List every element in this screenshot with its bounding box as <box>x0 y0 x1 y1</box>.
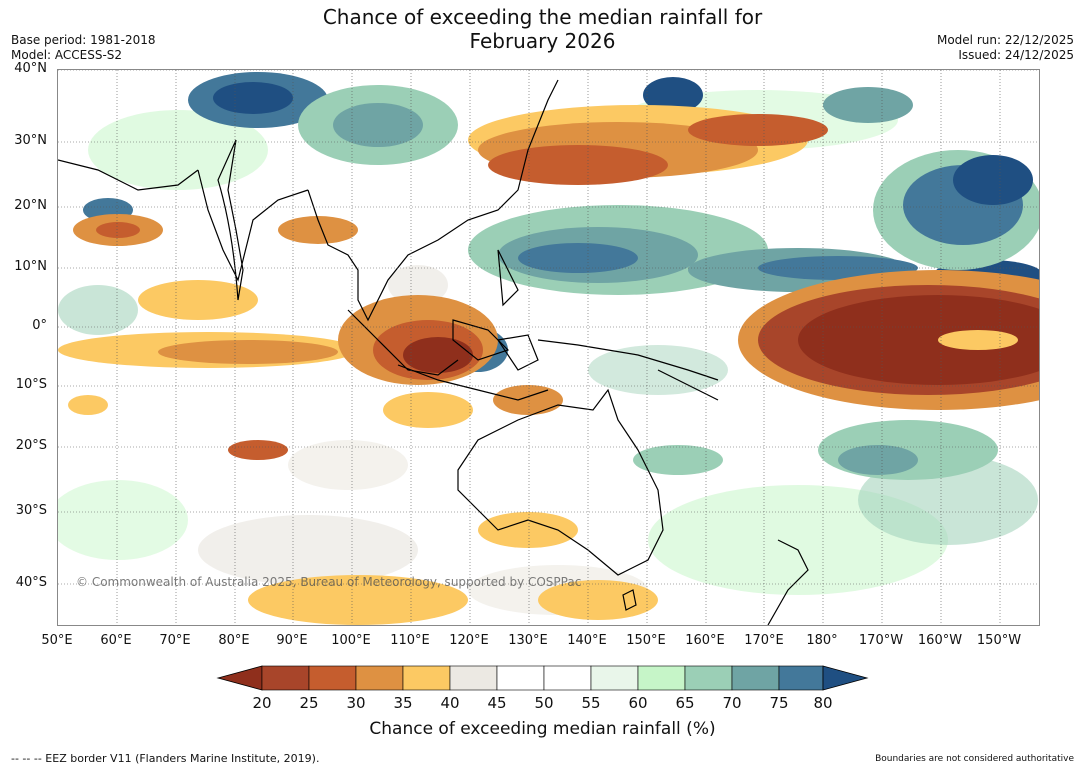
colorbar-tick-55: 55 <box>581 694 601 712</box>
base-period-text: Base period: 1981-2018 <box>11 33 156 47</box>
copyright-text: © Commonwealth of Australia 2025, Bureau… <box>76 575 582 589</box>
colorbar-tick-50: 50 <box>534 694 554 712</box>
colorbar-bin-45-50 <box>496 665 545 691</box>
meta-right: Model run: 22/12/2025 Issued: 24/12/2025 <box>937 33 1074 63</box>
lat-label-10n: 10°N <box>14 259 47 274</box>
colorbar-tick-45: 45 <box>487 694 507 712</box>
colorbar <box>216 665 869 691</box>
coastlines <box>58 79 809 625</box>
colorbar-bin-35-40 <box>402 665 451 691</box>
lon-label-180: 180° <box>806 633 838 648</box>
wet-regions <box>83 72 1039 480</box>
colorbar-bin-20-25 <box>261 665 310 691</box>
map-canvas <box>58 70 1039 625</box>
colorbar-min-arrow <box>216 665 263 691</box>
map-title: Chance of exceeding the median rainfall … <box>0 5 1085 53</box>
lat-label-30n: 30°N <box>14 133 47 148</box>
colorbar-tick-75: 75 <box>769 694 789 712</box>
model-text: Model: ACCESS-S2 <box>11 48 123 62</box>
disclaimer-text: Boundaries are not considered authoritat… <box>875 754 1074 764</box>
lon-label-80e: 80°E <box>218 633 250 648</box>
lat-label-equator: 0° <box>32 318 47 333</box>
meta-left: Base period: 1981-2018 Model: ACCESS-S2 <box>11 33 156 63</box>
colorbar-bin-30-35 <box>355 665 404 691</box>
lon-label-110e: 110°E <box>390 633 430 648</box>
colorbar-tick-70: 70 <box>722 694 742 712</box>
colorbar-bin-70-75 <box>731 665 780 691</box>
colorbar-bin-40-45 <box>449 665 498 691</box>
eez-legend-text: -- -- -- EEZ border V11 (Flanders Marine… <box>11 752 320 765</box>
colorbar-tick-80: 80 <box>813 694 833 712</box>
lon-label-160e: 160°E <box>685 633 725 648</box>
graticule <box>58 70 1039 625</box>
colorbar-tick-20: 20 <box>252 694 272 712</box>
dry-regions <box>58 105 1039 625</box>
colorbar-bin-60-65 <box>637 665 686 691</box>
title-line-2: February 2026 <box>469 29 616 53</box>
rainfall-map <box>57 69 1040 626</box>
colorbar-bin-25-30 <box>308 665 357 691</box>
lon-label-170e: 170°E <box>744 633 784 648</box>
colorbar-tick-40: 40 <box>440 694 460 712</box>
lon-label-150w: 150°W <box>976 633 1022 648</box>
lon-label-140e: 140°E <box>567 633 607 648</box>
colorbar-bin-55-60 <box>590 665 639 691</box>
lon-label-100e: 100°E <box>331 633 371 648</box>
lat-label-30s: 30°S <box>15 503 47 518</box>
lon-label-120e: 120°E <box>449 633 489 648</box>
colorbar-label: Chance of exceeding median rainfall (%) <box>369 719 716 739</box>
lat-label-40s: 40°S <box>15 575 47 590</box>
colorbar-tick-30: 30 <box>346 694 366 712</box>
colorbar-bin-50-55 <box>543 665 592 691</box>
model-run-text: Model run: 22/12/2025 <box>936 33 1074 47</box>
lat-label-20n: 20°N <box>14 198 47 213</box>
lon-label-130e: 130°E <box>508 633 548 648</box>
colorbar-tick-60: 60 <box>628 694 648 712</box>
title-line-1: Chance of exceeding the median rainfall … <box>322 5 763 29</box>
lon-label-90e: 90°E <box>276 633 308 648</box>
lat-label-20s: 20°S <box>15 438 47 453</box>
lat-label-10s: 10°S <box>15 377 47 392</box>
colorbar-bin-65-70 <box>684 665 733 691</box>
colorbar-tick-35: 35 <box>393 694 413 712</box>
lon-label-70e: 70°E <box>159 633 191 648</box>
lat-label-40n: 40°N <box>14 61 47 76</box>
colorbar-max-arrow <box>822 665 869 691</box>
lon-label-60e: 60°E <box>100 633 132 648</box>
lon-label-170w: 170°W <box>858 633 904 648</box>
lon-label-150e: 150°E <box>626 633 666 648</box>
lon-label-50e: 50°E <box>41 633 73 648</box>
colorbar-tick-65: 65 <box>675 694 695 712</box>
colorbar-tick-25: 25 <box>299 694 319 712</box>
colorbar-bin-75-80 <box>778 665 824 691</box>
lon-label-160w: 160°W <box>917 633 963 648</box>
issued-text: Issued: 24/12/2025 <box>958 48 1074 62</box>
